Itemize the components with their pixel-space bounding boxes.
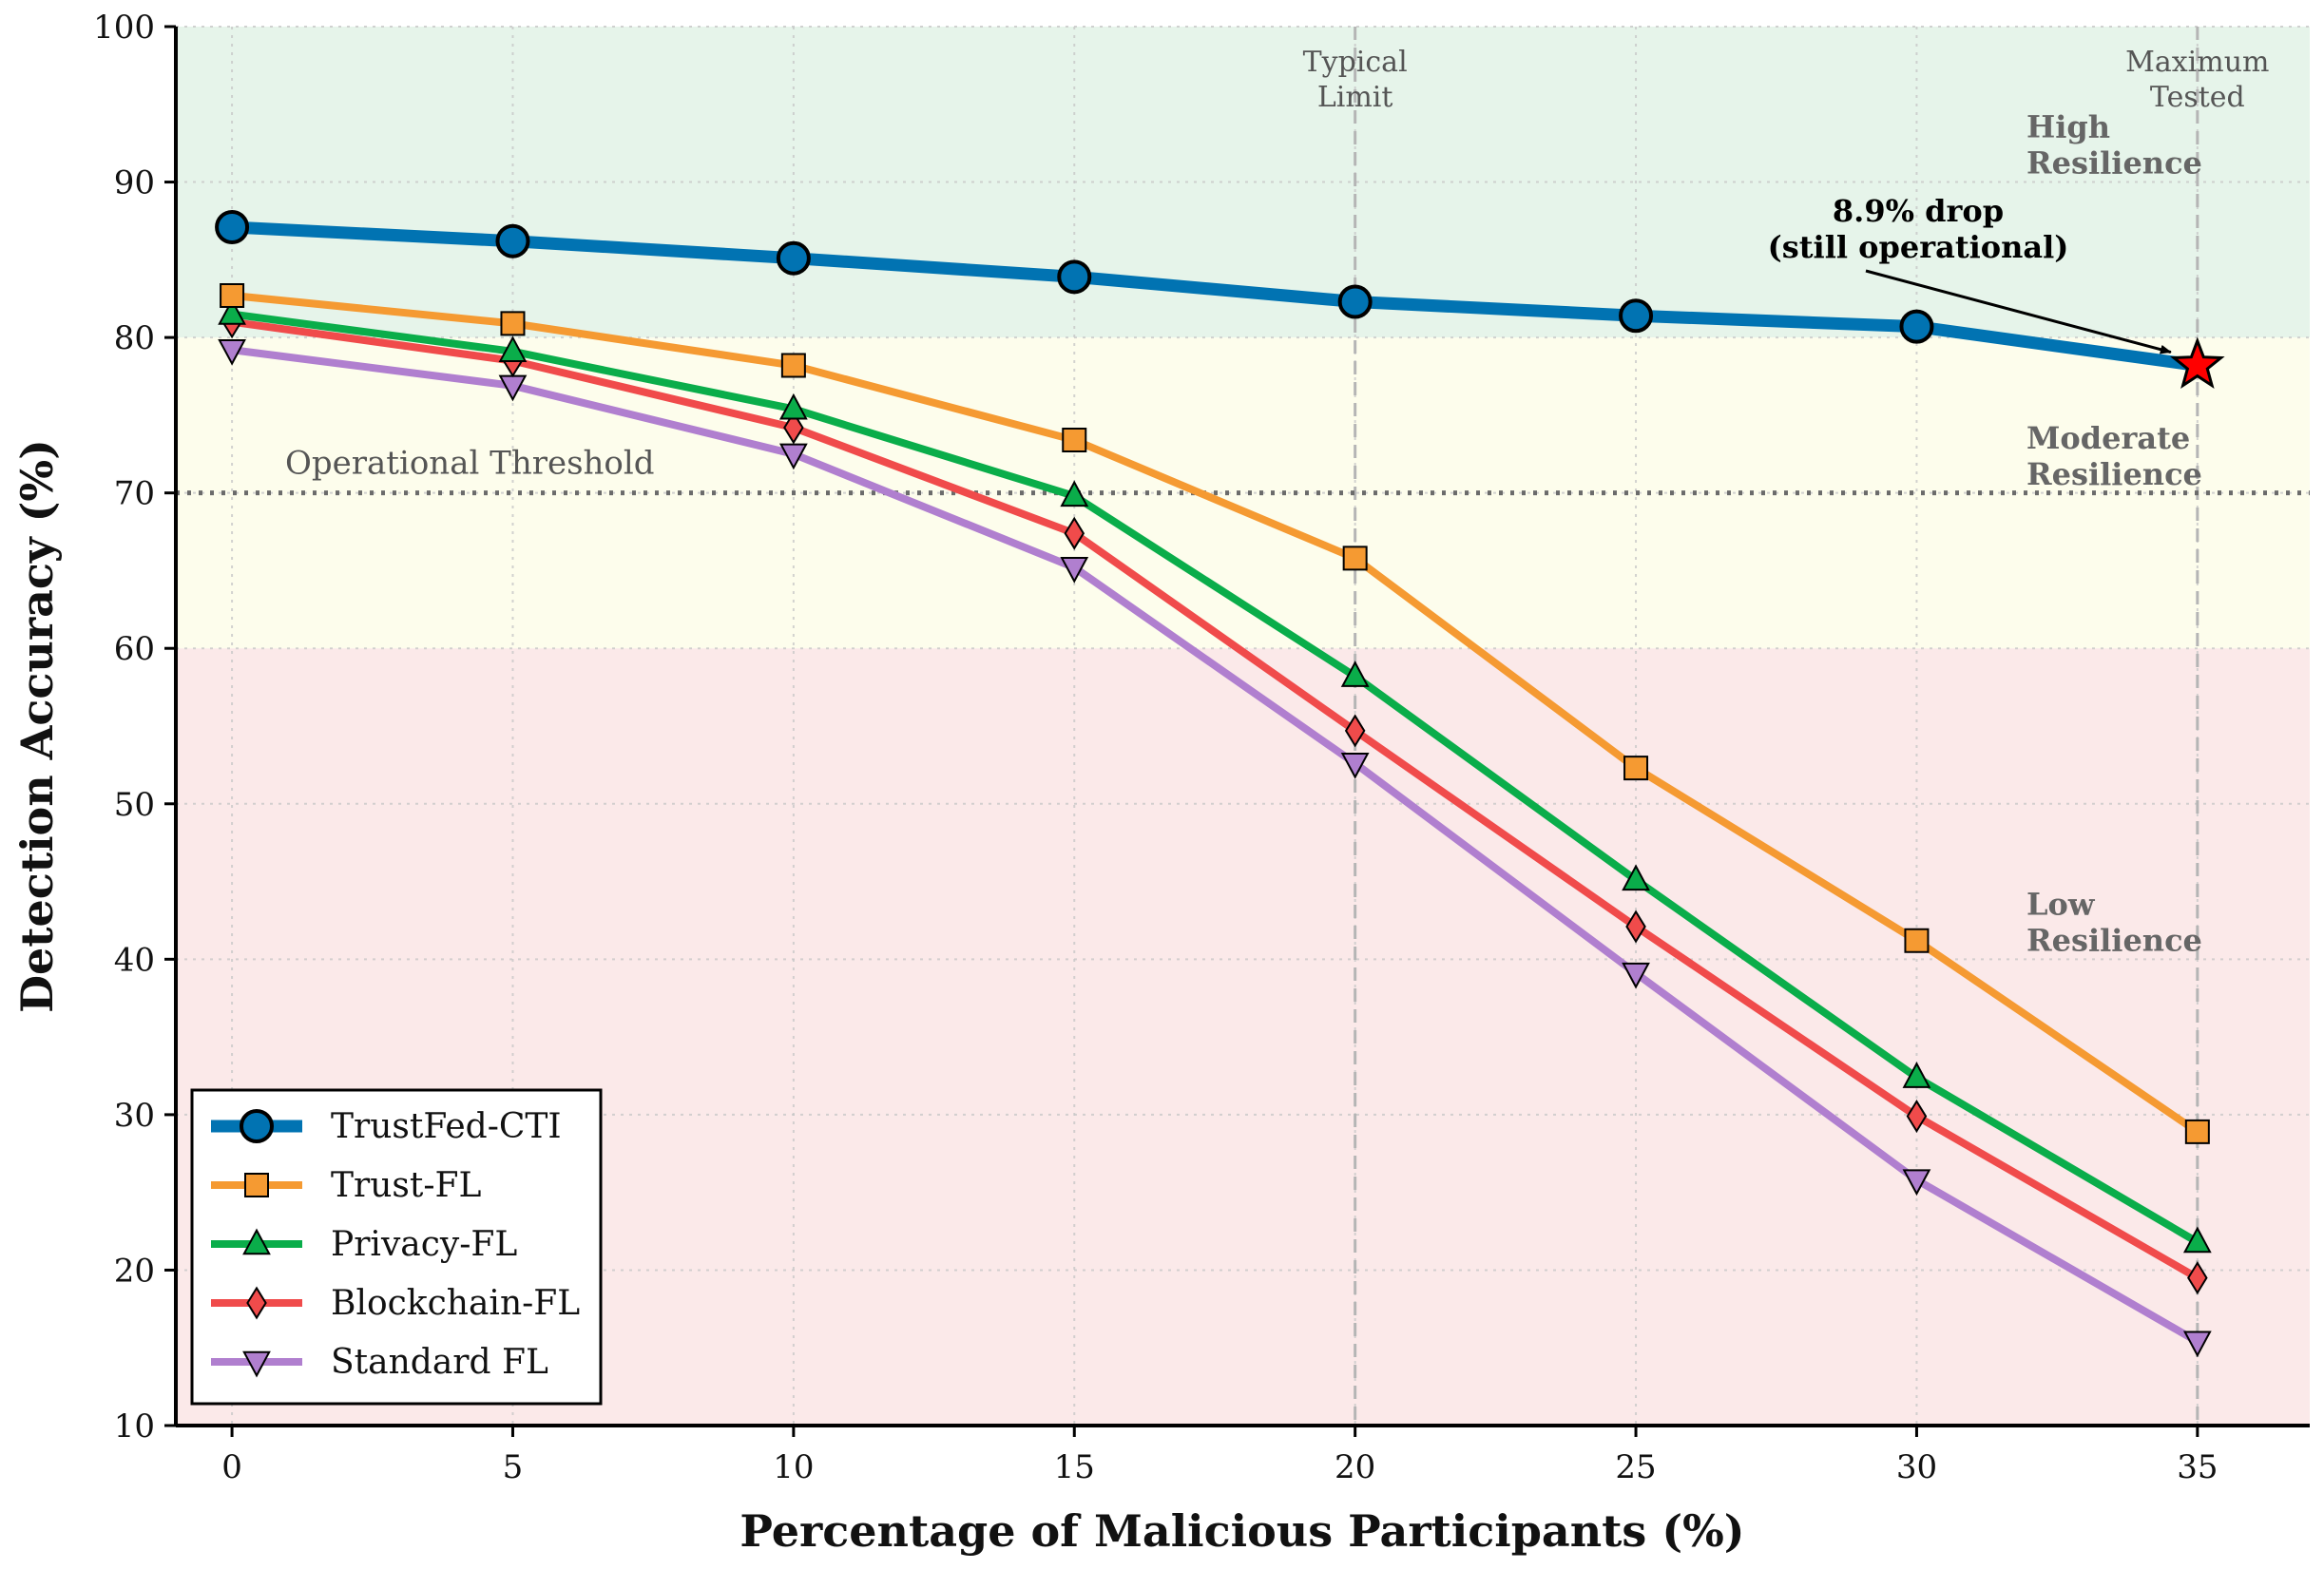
zone-label-low: Resilience bbox=[2026, 922, 2202, 958]
zone-label-moderate: Moderate bbox=[2026, 420, 2190, 456]
resilience-zones bbox=[176, 27, 2310, 1426]
series-line-trust-fl bbox=[228, 291, 2201, 1136]
x-tick-label: 0 bbox=[221, 1448, 242, 1486]
annotation-label: 8.9% drop bbox=[1833, 193, 2004, 229]
y-tick-label: 100 bbox=[93, 9, 155, 47]
series-line-standard-fl bbox=[228, 346, 2201, 1346]
legend: TrustFed-CTI Trust-FL Privacy-FL Blockchain… bbox=[190, 1088, 603, 1406]
reference-label-typical-limit: Limit bbox=[1317, 81, 1393, 114]
data-point-privacy-fl-20 bbox=[1340, 661, 1370, 687]
legend-label-trust-fl: Trust-FL bbox=[331, 1166, 481, 1205]
data-point-trust-fl-10 bbox=[780, 353, 806, 378]
zone-label-low: Low bbox=[2026, 886, 2096, 922]
y-tick-label: 60 bbox=[114, 630, 155, 668]
highlight-star-marker bbox=[2170, 336, 2225, 390]
data-point-standard-fl-25 bbox=[1622, 962, 1650, 989]
annotation-arrow bbox=[1865, 269, 2172, 354]
y-tick-label: 10 bbox=[114, 1407, 155, 1446]
data-point-blockchain-fl-15 bbox=[1064, 516, 1085, 550]
y-tick-label: 50 bbox=[114, 786, 155, 824]
series-line-trustfed-cti bbox=[225, 220, 2204, 373]
data-point-blockchain-fl-10 bbox=[783, 411, 804, 445]
y-tick-label: 80 bbox=[114, 319, 155, 357]
data-point-privacy-fl-15 bbox=[1060, 480, 1089, 507]
x-tick-label: 10 bbox=[773, 1448, 814, 1486]
annotation-label: (still operational) bbox=[1768, 229, 2069, 265]
y-tick-label: 90 bbox=[114, 164, 155, 202]
zone-label-moderate: Resilience bbox=[2026, 456, 2202, 492]
x-tick-label: 20 bbox=[1335, 1448, 1375, 1486]
data-point-trustfed-cti-25 bbox=[1619, 298, 1654, 334]
annotations: HighResilienceModerateResilienceLowResil… bbox=[1768, 109, 2225, 958]
data-point-trustfed-cti-20 bbox=[1337, 284, 1373, 319]
data-point-trustfed-cti-0 bbox=[215, 209, 250, 244]
data-point-privacy-fl-5 bbox=[498, 335, 528, 363]
legend-marker-trustfed-cti bbox=[240, 1109, 274, 1143]
reference-label-maximum-tested: Maximum bbox=[2125, 46, 2269, 79]
data-point-standard-fl-0 bbox=[218, 338, 246, 366]
axes bbox=[174, 27, 2310, 1427]
y-tick-label: 30 bbox=[114, 1097, 155, 1135]
data-point-standard-fl-20 bbox=[1340, 753, 1370, 779]
legend-label-blockchain-fl: Blockchain-FL bbox=[331, 1284, 580, 1323]
legend-marker-privacy-fl bbox=[242, 1228, 271, 1255]
reference-label-maximum-tested: Tested bbox=[2150, 81, 2245, 114]
data-point-standard-fl-35 bbox=[2182, 1331, 2212, 1358]
data-point-trust-fl-30 bbox=[1904, 928, 1930, 953]
x-tick-label: 15 bbox=[1054, 1448, 1095, 1486]
data-point-blockchain-fl-20 bbox=[1344, 714, 1366, 748]
legend-marker-trust-fl bbox=[244, 1173, 269, 1197]
data-point-privacy-fl-30 bbox=[1902, 1062, 1931, 1088]
series-line-privacy-fl bbox=[228, 310, 2201, 1247]
data-point-privacy-fl-35 bbox=[2182, 1226, 2212, 1254]
data-point-standard-fl-15 bbox=[1060, 556, 1089, 584]
series-lines bbox=[225, 220, 2204, 1346]
series-line-blockchain-fl bbox=[228, 317, 2201, 1282]
x-tick-label: 25 bbox=[1615, 1448, 1656, 1486]
reference-label-typical-limit: Typical bbox=[1303, 46, 1408, 79]
y-axis-title: Detection Accuracy (%) bbox=[11, 439, 63, 1013]
y-tick-label: 40 bbox=[114, 941, 155, 979]
operational-threshold-label: Operational Threshold bbox=[285, 445, 655, 483]
x-tick-label: 30 bbox=[1896, 1448, 1937, 1486]
data-point-privacy-fl-10 bbox=[778, 392, 808, 420]
legend-label-privacy-fl: Privacy-FL bbox=[331, 1225, 517, 1264]
y-tick-label: 70 bbox=[114, 475, 155, 513]
data-point-trustfed-cti-30 bbox=[1899, 309, 1934, 344]
data-point-trustfed-cti-5 bbox=[495, 223, 530, 258]
data-point-privacy-fl-25 bbox=[1622, 864, 1650, 891]
zone-label-high: Resilience bbox=[2026, 145, 2202, 182]
data-point-standard-fl-10 bbox=[778, 443, 808, 470]
y-tick-label: 20 bbox=[114, 1252, 155, 1290]
data-point-trust-fl-20 bbox=[1342, 546, 1368, 571]
data-point-blockchain-fl-25 bbox=[1625, 909, 1646, 944]
tick-labels: 10 20 30 40 50 60 70 80 90 100 0 5 10 15 20 25 30 35 bbox=[93, 9, 2218, 1486]
legend-marker-standard-fl bbox=[242, 1350, 271, 1378]
data-point-trust-fl-0 bbox=[220, 282, 245, 308]
data-point-trust-fl-5 bbox=[500, 311, 526, 336]
legend-label-standard-fl: Standard FL bbox=[331, 1343, 548, 1382]
x-axis-title: Percentage of Malicious Participants (%) bbox=[739, 1505, 1744, 1557]
zone-label-high: High bbox=[2026, 109, 2110, 145]
series-markers bbox=[215, 209, 2212, 1358]
legend-label-trustfed-cti: TrustFed-CTI bbox=[331, 1107, 562, 1146]
data-point-trust-fl-35 bbox=[2184, 1119, 2210, 1144]
data-point-privacy-fl-0 bbox=[218, 298, 246, 325]
data-point-blockchain-fl-30 bbox=[1906, 1100, 1928, 1134]
x-tick-label: 35 bbox=[2177, 1448, 2218, 1486]
data-point-trustfed-cti-15 bbox=[1057, 259, 1092, 295]
legend-marker-blockchain-fl bbox=[246, 1286, 267, 1320]
data-point-trustfed-cti-10 bbox=[776, 240, 811, 276]
x-tick-label: 5 bbox=[503, 1448, 524, 1486]
data-point-trust-fl-15 bbox=[1062, 428, 1087, 453]
data-point-trust-fl-25 bbox=[1623, 756, 1649, 781]
data-point-standard-fl-30 bbox=[1902, 1169, 1931, 1197]
data-point-blockchain-fl-35 bbox=[2187, 1261, 2208, 1295]
